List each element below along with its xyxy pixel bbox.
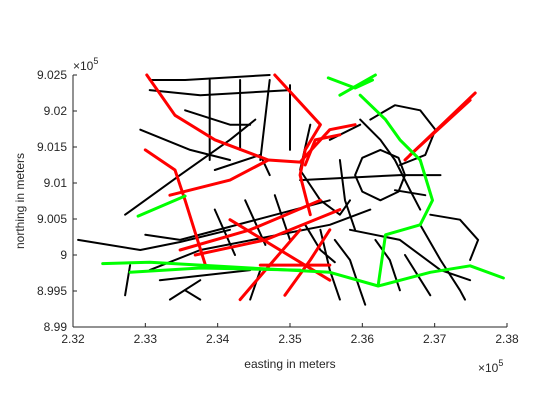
road [77,228,231,251]
y-tick-label: 9.015 [37,140,67,154]
y-tick-label: 9 [60,248,67,262]
road [333,238,367,306]
road [393,189,427,197]
road [304,223,336,264]
road [283,228,332,297]
road [148,74,271,81]
road [143,148,207,267]
road [429,213,480,261]
road [124,118,257,216]
road [319,228,341,301]
x-tick-label: 2.32 [61,332,85,346]
road [136,194,187,218]
y-tick-label: 8.99 [44,320,68,334]
road [338,73,377,97]
road [273,73,322,217]
y-tick-label: 8.995 [37,284,67,298]
road [299,174,442,182]
x-tick-label: 2.33 [134,332,158,346]
y-tick-label: 9.01 [44,176,68,190]
road [303,133,342,167]
road [184,109,252,126]
road [419,223,466,301]
road [249,269,262,301]
road [259,79,271,161]
road [359,118,422,211]
road [148,89,291,97]
y-tick-label: 9.005 [37,212,67,226]
road [168,123,357,197]
x-tick-label: 2.37 [423,332,447,346]
x-tick-label: 2.36 [351,332,375,346]
road [158,269,252,282]
road [144,199,331,241]
road [101,260,505,288]
x-tick-label: 2.38 [495,332,519,346]
x-tick-label: 2.35 [278,332,302,346]
y-axis-label: northing in meters [13,153,27,249]
y-tick-label: 9.02 [44,104,68,118]
road [124,264,132,297]
road [408,98,472,157]
road [369,104,437,166]
road [145,73,270,162]
road [184,289,202,301]
y-exponent-power: 5 [93,56,98,66]
x-exponent-base: ×10 [478,361,499,375]
road [338,159,357,231]
road [139,128,231,161]
x-tick-label: 2.34 [206,332,230,346]
road [349,228,472,282]
x-axis-label: easting in meters [244,357,335,371]
x-exponent: ×105 [478,358,503,375]
y-exponent: ×105 [73,56,98,73]
y-exponent-base: ×10 [73,59,94,73]
road [128,266,302,274]
road [178,198,322,252]
road-network [77,73,505,306]
road [358,93,434,287]
x-exponent-power: 5 [498,358,503,368]
road [213,153,271,177]
y-tick-label: 9.025 [37,68,67,82]
